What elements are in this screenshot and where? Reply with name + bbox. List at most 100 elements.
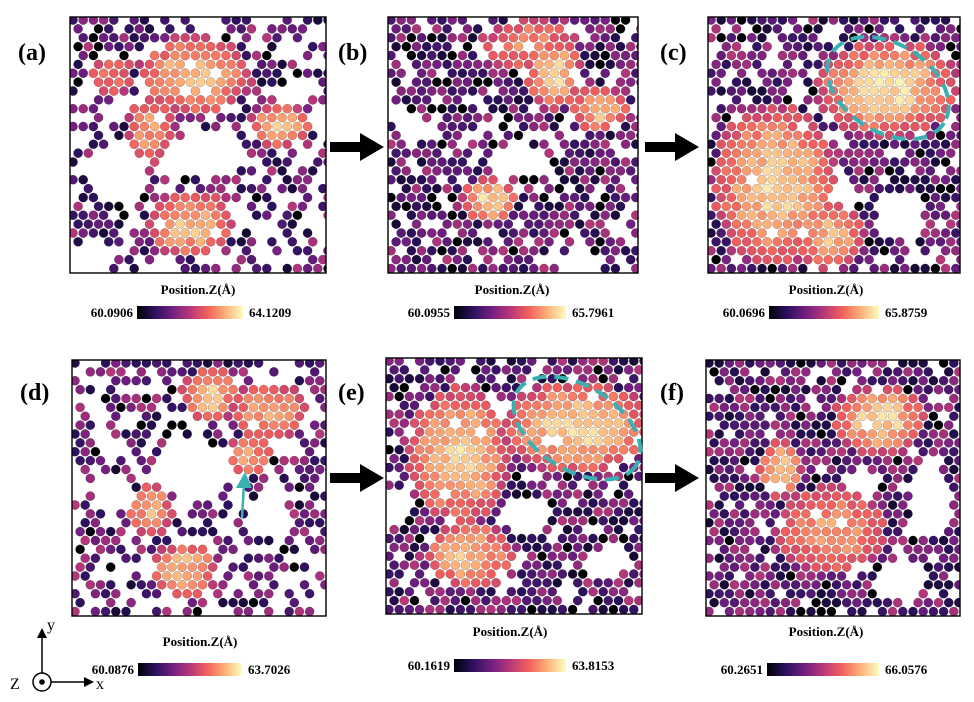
atom xyxy=(455,391,466,402)
atom xyxy=(98,68,109,79)
atom xyxy=(848,121,859,132)
atom xyxy=(421,41,432,52)
atom xyxy=(253,535,264,546)
atom xyxy=(411,183,422,194)
atom xyxy=(389,542,399,553)
atom xyxy=(797,103,808,114)
atom xyxy=(625,41,636,52)
atom xyxy=(603,524,614,535)
atom xyxy=(709,367,719,377)
atom xyxy=(267,201,277,212)
atom xyxy=(639,569,642,579)
atom xyxy=(83,41,94,52)
atom xyxy=(625,77,636,87)
atom xyxy=(892,509,903,519)
atom xyxy=(114,77,124,87)
atom xyxy=(959,555,960,561)
atom xyxy=(823,41,834,52)
atom xyxy=(882,367,893,377)
atom xyxy=(216,59,226,70)
atom xyxy=(411,59,422,70)
atom xyxy=(503,59,514,70)
atom xyxy=(73,219,83,229)
atom xyxy=(432,183,442,194)
atom xyxy=(841,438,852,448)
atom xyxy=(460,577,471,588)
atom xyxy=(897,606,908,616)
atom xyxy=(521,453,532,464)
atom xyxy=(267,24,277,34)
atom xyxy=(486,498,496,508)
atom xyxy=(506,569,517,579)
atom xyxy=(867,588,878,599)
atom xyxy=(854,236,864,247)
atom xyxy=(202,393,213,404)
atom xyxy=(467,50,478,61)
atom xyxy=(172,588,182,599)
atom xyxy=(78,50,89,61)
atom xyxy=(736,174,747,185)
atom xyxy=(73,77,83,87)
atom xyxy=(329,24,338,33)
atom xyxy=(477,210,488,221)
atom xyxy=(175,59,185,70)
atom xyxy=(432,41,442,52)
atom xyxy=(620,86,631,96)
atom xyxy=(320,384,326,395)
atom xyxy=(539,139,549,150)
atom xyxy=(503,183,514,194)
atom xyxy=(746,32,757,43)
atom xyxy=(803,24,813,34)
atom xyxy=(862,544,872,555)
atom xyxy=(314,517,325,528)
atom xyxy=(447,103,458,114)
atom xyxy=(190,50,201,61)
atom xyxy=(151,411,162,422)
atom xyxy=(913,384,923,395)
atom xyxy=(465,586,476,597)
atom xyxy=(320,544,326,555)
atom xyxy=(567,551,578,562)
atom xyxy=(503,201,514,212)
atom xyxy=(161,429,172,439)
atom xyxy=(528,86,539,96)
atom xyxy=(943,562,954,572)
atom xyxy=(750,597,760,608)
atom xyxy=(729,473,740,484)
atom xyxy=(777,192,788,203)
atom xyxy=(267,112,277,123)
atom xyxy=(708,32,716,43)
atom xyxy=(129,228,140,238)
atom xyxy=(552,382,563,393)
atom xyxy=(918,393,929,404)
z-axis-label: Z xyxy=(10,676,20,693)
atom xyxy=(226,41,236,52)
atom xyxy=(726,245,737,256)
atom xyxy=(950,228,960,238)
atom xyxy=(634,400,642,411)
atom xyxy=(165,77,175,87)
atom xyxy=(948,606,959,616)
atom xyxy=(841,455,852,466)
atom xyxy=(628,358,639,366)
atom xyxy=(506,427,517,437)
atom xyxy=(557,409,568,420)
atom xyxy=(605,236,616,247)
atom xyxy=(838,32,849,43)
atom xyxy=(734,272,739,273)
atom xyxy=(706,446,714,457)
atom xyxy=(739,473,750,484)
atom xyxy=(852,384,862,395)
atom xyxy=(894,77,905,87)
atom xyxy=(826,606,837,616)
atom xyxy=(103,95,114,105)
atom xyxy=(426,17,437,25)
atom xyxy=(593,595,603,606)
atom xyxy=(765,571,776,581)
atom xyxy=(309,384,320,395)
atom xyxy=(481,542,491,553)
atom xyxy=(401,236,412,247)
atom xyxy=(98,210,109,221)
atom xyxy=(846,411,857,422)
atom xyxy=(121,606,131,616)
